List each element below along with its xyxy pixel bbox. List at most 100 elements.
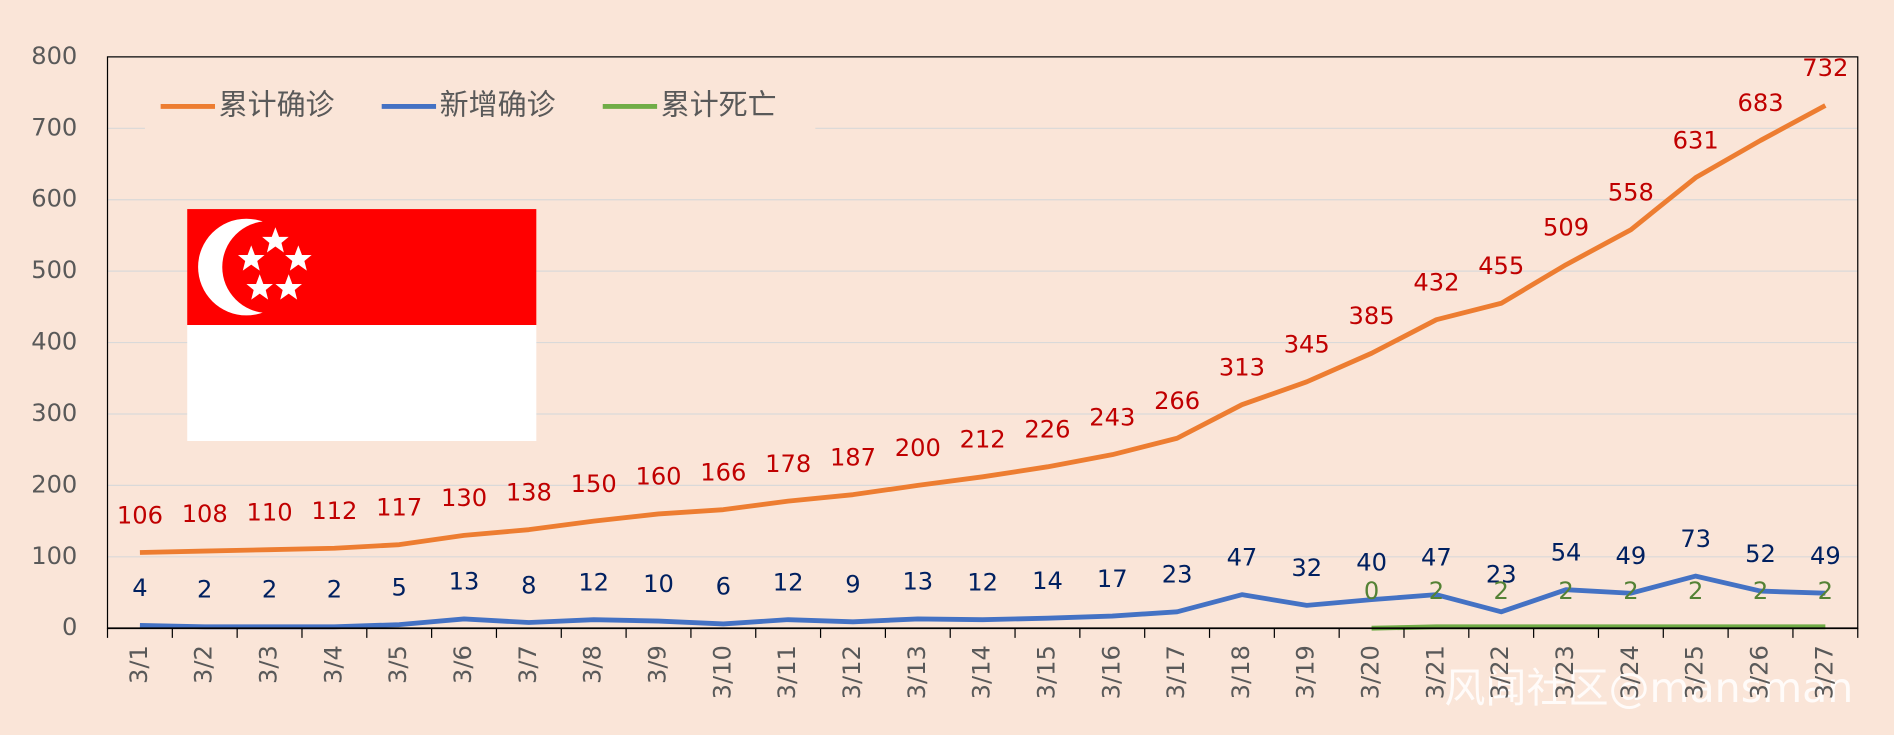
data-label: 6 [716, 573, 731, 601]
data-label: 8 [521, 571, 536, 599]
data-label: 117 [376, 493, 422, 521]
data-label: 110 [247, 498, 293, 526]
data-label: 13 [902, 568, 933, 596]
data-label: 2 [1558, 577, 1573, 605]
data-label: 187 [830, 443, 876, 471]
x-tick-label: 3/21 [1421, 645, 1449, 699]
x-tick-label: 3/7 [514, 645, 542, 684]
x-tick-label: 3/1 [125, 645, 153, 684]
data-label: 112 [311, 497, 357, 525]
x-tick-label: 3/12 [838, 645, 866, 699]
data-label: 106 [117, 501, 163, 529]
data-label: 23 [1162, 561, 1193, 589]
y-tick-label: 300 [31, 399, 77, 427]
x-tick-label: 3/6 [449, 645, 477, 684]
y-tick-label: 100 [31, 542, 77, 570]
data-label: 243 [1089, 403, 1135, 431]
data-label: 160 [635, 463, 681, 491]
x-tick-label: 3/14 [968, 645, 996, 699]
data-label: 313 [1219, 353, 1265, 381]
x-tick-label: 3/18 [1227, 645, 1255, 699]
y-tick-label: 200 [31, 470, 77, 498]
x-tick-label: 3/17 [1162, 645, 1190, 699]
x-tick-label: 3/22 [1486, 645, 1514, 699]
x-tick-label: 3/3 [255, 645, 283, 684]
x-tick-label: 3/25 [1681, 645, 1709, 699]
y-tick-label: 500 [31, 256, 77, 284]
data-label: 2 [1818, 577, 1833, 605]
data-label: 2 [197, 576, 212, 604]
x-tick-label: 3/20 [1357, 645, 1385, 699]
data-label: 266 [1154, 387, 1200, 415]
watermark: 风闻社区@mansman [1444, 664, 1853, 712]
data-label: 178 [765, 450, 811, 478]
data-label: 150 [571, 470, 617, 498]
legend-label: 累计死亡 [661, 87, 777, 121]
data-label: 130 [441, 484, 487, 512]
y-tick-label: 600 [31, 185, 77, 213]
x-tick-label: 3/10 [708, 645, 736, 699]
y-tick-label: 0 [62, 613, 77, 641]
data-label: 10 [643, 570, 674, 598]
x-tick-label: 3/24 [1616, 645, 1644, 699]
x-tick-label: 3/8 [579, 645, 607, 684]
data-label: 9 [845, 571, 860, 599]
data-label: 49 [1810, 542, 1841, 570]
x-tick-label: 3/2 [190, 645, 218, 684]
legend-box [144, 82, 816, 131]
data-label: 4 [132, 574, 147, 602]
data-label: 108 [182, 500, 228, 528]
x-tick-label: 3/5 [384, 645, 412, 684]
x-tick-label: 3/9 [644, 645, 672, 684]
data-label: 12 [773, 568, 804, 596]
data-label: 558 [1608, 178, 1654, 206]
plot: 106 108 110 112 117 130 138 150 160 166 178 187 200 2… [117, 54, 1848, 631]
data-label: 2 [327, 576, 342, 604]
data-label: 631 [1673, 126, 1719, 154]
data-label: 432 [1413, 268, 1459, 296]
flag [187, 209, 537, 441]
data-label: 138 [506, 478, 552, 506]
x-tick-label: 3/26 [1746, 645, 1774, 699]
data-label: 2 [1494, 577, 1509, 605]
legend-label: 新增确诊 [440, 87, 556, 121]
data-label: 32 [1291, 554, 1322, 582]
data-label: 5 [392, 573, 407, 601]
data-label: 166 [700, 458, 746, 486]
x-tick-label: 3/15 [1032, 645, 1060, 699]
x-tick-label: 3/16 [1097, 645, 1125, 699]
data-label: 2 [1429, 577, 1444, 605]
y-tick-label: 400 [31, 328, 77, 356]
data-label: 2 [262, 576, 277, 604]
series-line [139, 573, 1826, 630]
data-label: 2 [1623, 577, 1638, 605]
data-label: 40 [1356, 548, 1387, 576]
data-label: 683 [1737, 89, 1783, 117]
data-label: 52 [1745, 540, 1776, 568]
x-tick-label: 3/19 [1292, 645, 1320, 699]
data-label: 23 [1486, 561, 1517, 589]
data-label: 14 [1032, 567, 1063, 595]
data-label: 12 [578, 568, 609, 596]
data-label: 47 [1421, 543, 1452, 571]
data-label: 455 [1478, 252, 1524, 280]
x-tick-label: 3/27 [1810, 645, 1838, 699]
data-label: 732 [1802, 54, 1848, 82]
data-label: 13 [449, 568, 480, 596]
data-label: 2 [1688, 577, 1703, 605]
data-label: 509 [1543, 213, 1589, 241]
y-tick-label: 800 [31, 42, 77, 70]
x-tick-label: 3/4 [319, 645, 347, 684]
data-label: 226 [1024, 416, 1070, 444]
series-line [1371, 624, 1826, 631]
x-tick-label: 3/23 [1551, 645, 1579, 699]
data-label: 47 [1227, 543, 1258, 571]
y-tick-label: 700 [31, 113, 77, 141]
data-label: 73 [1680, 525, 1711, 553]
data-label: 54 [1551, 538, 1582, 566]
x-tick-label: 3/11 [773, 645, 801, 699]
data-label: 49 [1616, 542, 1647, 570]
data-label: 385 [1349, 302, 1395, 330]
data-label: 0 [1364, 577, 1379, 605]
